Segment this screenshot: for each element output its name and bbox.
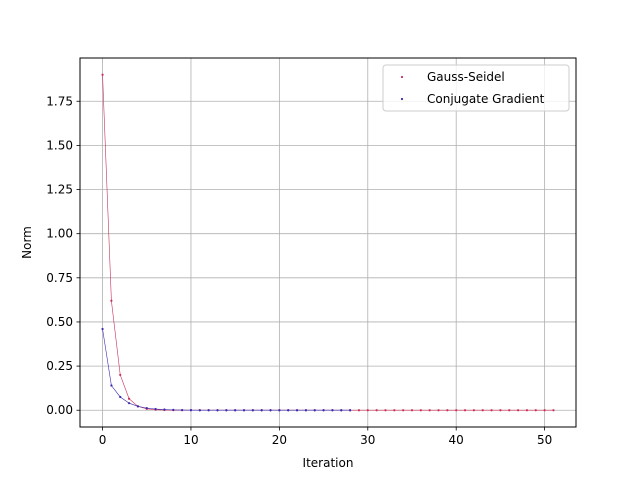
data-point-conjugate-gradient xyxy=(145,407,148,410)
data-point-gauss-seidel xyxy=(455,409,458,412)
y-tick-label: 1.50 xyxy=(46,138,73,152)
data-point-gauss-seidel xyxy=(410,409,414,412)
data-point-gauss-seidel xyxy=(499,409,502,412)
x-tick-label: 40 xyxy=(449,433,464,447)
legend-entry: Gauss-Seidel xyxy=(427,70,505,84)
data-point-gauss-seidel xyxy=(446,409,449,412)
data-point-gauss-seidel xyxy=(428,409,431,412)
y-tick-label: 0.25 xyxy=(46,359,73,373)
y-tick-label: 1.00 xyxy=(46,227,73,241)
data-point-gauss-seidel xyxy=(110,299,113,302)
data-point-gauss-seidel xyxy=(375,409,378,412)
data-point-conjugate-gradient xyxy=(225,409,228,412)
x-tick-label: 30 xyxy=(360,433,375,447)
data-point-conjugate-gradient xyxy=(110,384,113,387)
data-point-gauss-seidel xyxy=(402,409,405,412)
data-point-gauss-seidel xyxy=(481,409,484,412)
data-point-gauss-seidel xyxy=(393,409,396,412)
data-point-gauss-seidel xyxy=(490,409,493,412)
legend: Gauss-Seidel Conjugate Gradient xyxy=(382,64,570,112)
data-point-conjugate-gradient xyxy=(287,409,290,412)
data-point-conjugate-gradient xyxy=(340,409,343,412)
x-tick-label: 10 xyxy=(183,433,198,447)
data-point-conjugate-gradient xyxy=(198,409,201,412)
data-point-gauss-seidel xyxy=(508,409,511,412)
data-point-conjugate-gradient xyxy=(234,409,237,412)
data-point-gauss-seidel xyxy=(472,409,475,412)
axis-ticks: 0 10 20 30 40 50 0.00 0.25 0.50 0.75 1.00 1.25 1.50 1… xyxy=(46,94,552,447)
data-point-conjugate-gradient xyxy=(181,408,184,412)
legend-marker xyxy=(400,97,404,101)
x-axis-label: Iteration xyxy=(303,456,354,470)
data-point-conjugate-gradient xyxy=(269,409,272,412)
data-point-conjugate-gradient xyxy=(278,409,281,412)
data-point-conjugate-gradient xyxy=(101,327,104,331)
data-point-conjugate-gradient xyxy=(127,402,131,405)
data-point-conjugate-gradient xyxy=(136,405,140,408)
data-point-gauss-seidel xyxy=(516,409,520,412)
data-point-conjugate-gradient xyxy=(251,409,254,412)
series-layer xyxy=(101,73,555,412)
data-point-conjugate-gradient xyxy=(216,409,219,412)
data-point-gauss-seidel xyxy=(463,409,467,412)
plot-frame xyxy=(79,57,577,428)
legend-entry: Conjugate Gradient xyxy=(427,92,545,106)
y-tick-label: 1.75 xyxy=(46,94,73,108)
data-point-conjugate-gradient xyxy=(349,409,352,412)
data-point-conjugate-gradient xyxy=(331,409,334,412)
grid-lines xyxy=(80,58,576,427)
data-point-gauss-seidel xyxy=(384,409,387,412)
data-point-conjugate-gradient xyxy=(207,409,210,412)
data-point-conjugate-gradient xyxy=(242,409,246,412)
y-tick-label: 1.25 xyxy=(46,183,73,197)
data-point-conjugate-gradient xyxy=(322,409,325,412)
data-point-gauss-seidel xyxy=(127,397,131,400)
data-point-conjugate-gradient xyxy=(154,407,157,411)
data-point-gauss-seidel xyxy=(543,409,546,412)
data-point-conjugate-gradient xyxy=(189,409,193,412)
data-point-conjugate-gradient xyxy=(295,409,299,412)
series-conjugate-gradient xyxy=(101,327,352,412)
legend-marker xyxy=(400,75,404,79)
data-point-conjugate-gradient xyxy=(313,409,316,412)
data-point-gauss-seidel xyxy=(119,373,122,377)
data-point-gauss-seidel xyxy=(552,409,555,412)
data-point-conjugate-gradient xyxy=(260,409,263,412)
y-tick-label: 0.00 xyxy=(46,403,73,417)
x-tick-label: 50 xyxy=(537,433,552,447)
plot-area xyxy=(80,58,576,427)
data-point-gauss-seidel xyxy=(419,409,422,412)
x-tick-label: 0 xyxy=(99,433,107,447)
data-point-gauss-seidel xyxy=(366,409,369,412)
x-tick-label: 20 xyxy=(272,433,287,447)
data-point-gauss-seidel xyxy=(437,409,440,412)
data-point-conjugate-gradient xyxy=(163,408,166,411)
legend-box xyxy=(382,64,570,112)
y-tick-label: 0.50 xyxy=(46,315,73,329)
data-point-gauss-seidel xyxy=(525,409,529,412)
data-point-conjugate-gradient xyxy=(304,409,307,412)
data-point-gauss-seidel xyxy=(101,73,104,76)
y-tick-label: 0.75 xyxy=(46,271,73,285)
y-axis-label: Norm xyxy=(20,226,34,259)
data-point-conjugate-gradient xyxy=(119,395,122,399)
data-point-conjugate-gradient xyxy=(172,408,175,411)
data-point-gauss-seidel xyxy=(357,409,361,412)
data-point-gauss-seidel xyxy=(534,409,537,412)
